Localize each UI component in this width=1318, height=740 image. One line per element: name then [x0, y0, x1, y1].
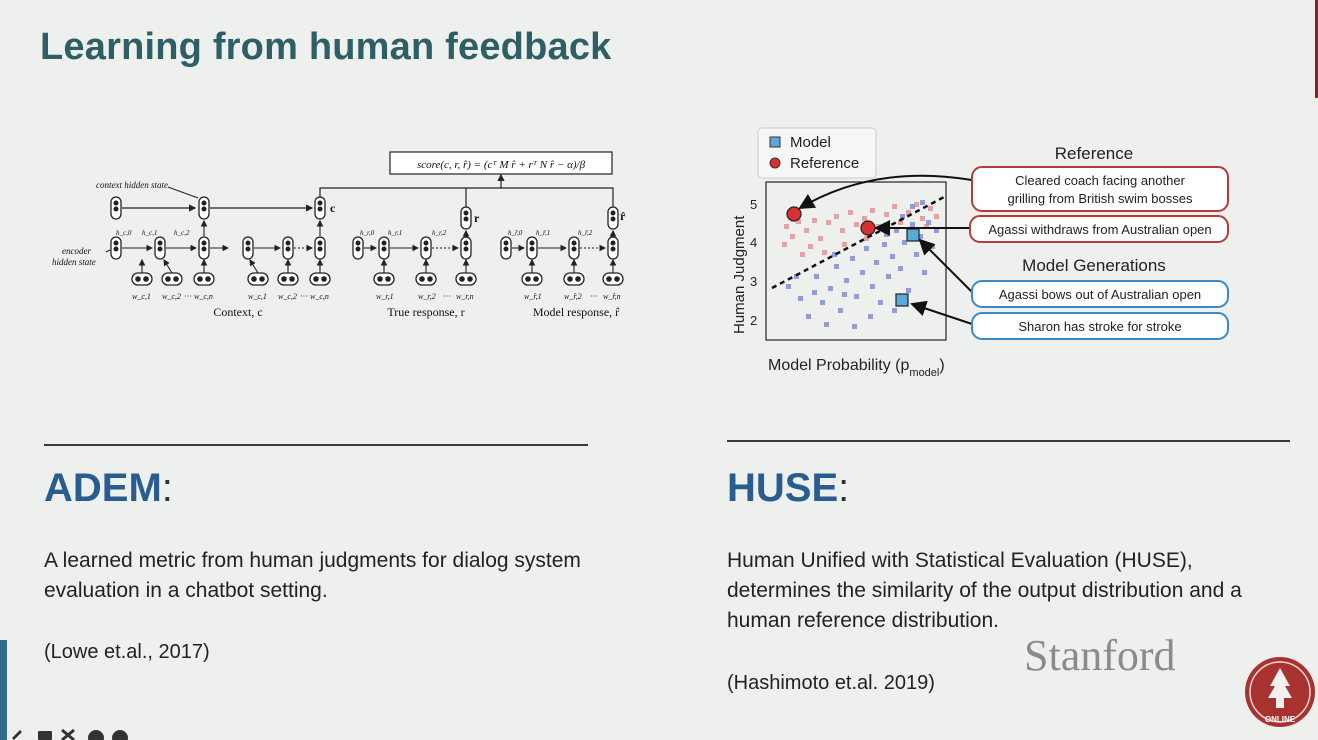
- reference-box-1: [971, 166, 1229, 212]
- score-formula: score(c, r, r̂) = (cᵀ M r̂ + rᵀ N r̂ − α…: [417, 159, 586, 171]
- true-dots: ···: [443, 292, 451, 301]
- more-icon: [88, 730, 104, 740]
- y-tick-4: 4: [750, 235, 757, 250]
- expand-icon: [61, 728, 75, 740]
- huse-description: Human Unified with Statistical Evaluatio…: [727, 549, 1242, 632]
- model-highlight-1: [906, 228, 920, 242]
- model-box-1: [971, 280, 1229, 308]
- reference-box-2: [969, 215, 1229, 243]
- y-tick-3: 3: [750, 274, 757, 289]
- context-wn-label: w_c,n: [194, 292, 213, 301]
- context-h1-label: h_c,1: [142, 229, 157, 237]
- true-h2-label: h_r,2: [432, 229, 447, 237]
- legend-model-label: Model: [790, 134, 831, 151]
- rhat-vector-label: r̂: [620, 209, 626, 223]
- context-caption: Context, c: [213, 305, 262, 319]
- model-h1-label: h_r̂,1: [536, 229, 550, 237]
- model-w2-label: w_r̂,2: [564, 292, 582, 301]
- right-edge-bar: [1315, 0, 1318, 98]
- y-tick-5: 5: [750, 197, 757, 212]
- model-response-caption: Model response, r̂: [533, 305, 620, 319]
- model-box-2: [971, 312, 1229, 340]
- caption-icon: [38, 731, 52, 740]
- adem-divider: [44, 444, 588, 446]
- true-h1-label: h_r,1: [388, 229, 402, 237]
- context-hidden-cell-mid: [198, 196, 210, 220]
- true-w1-label: w_r,1: [376, 292, 394, 301]
- huse-figure: Model Reference Human Judgment Model Pro…: [731, 127, 1229, 379]
- reference-box-2-text: Agassi withdraws from Australian open: [988, 222, 1211, 237]
- adem-citation: (Lowe et.al., 2017): [44, 641, 210, 663]
- adem-heading: ADEM:: [44, 466, 173, 510]
- context-w2-label-2: w_c,2: [278, 292, 297, 301]
- model-wn-label: w_r̂,n: [603, 292, 621, 301]
- model-box-2-text: Sharon has stroke for stroke: [1018, 319, 1181, 334]
- settings-icon: [112, 730, 128, 740]
- reference-header: Reference: [1055, 144, 1133, 163]
- encoder-label-line2: hidden state: [52, 257, 96, 267]
- true-response-caption: True response, r: [387, 305, 464, 319]
- context-w1-label: w_c,1: [132, 292, 151, 301]
- reference-box-1-line2: grilling from British swim bosses: [1008, 191, 1193, 206]
- context-h0-label: h_c,0: [116, 229, 132, 237]
- reference-box-1-line1: Cleared coach facing another: [1015, 173, 1186, 188]
- context-w1-label-2: w_c,1: [248, 292, 267, 301]
- diagonal-threshold-line: [771, 194, 947, 290]
- stanford-wordmark: Stanford: [1024, 631, 1176, 680]
- c-vector-label: c: [330, 201, 336, 215]
- seal-text: ONLINE: [1265, 715, 1296, 724]
- video-toolbar: [12, 728, 128, 740]
- model-h2-label: h_r̂,2: [578, 229, 593, 237]
- y-axis-label: Human Judgment: [731, 215, 748, 334]
- huse-legend: Model Reference: [757, 127, 877, 179]
- model-generations-header: Model Generations: [1022, 256, 1166, 275]
- reference-highlight-1: [786, 206, 802, 222]
- context-hidden-cell-left: [110, 196, 122, 220]
- context-h2-label: h_c,2: [174, 229, 190, 237]
- adem-description: A learned metric from human judgments fo…: [44, 549, 581, 602]
- context-dots-2: ···: [300, 292, 308, 301]
- stanford-online-seal: ONLINE: [1245, 657, 1315, 727]
- true-wn-label: w_r,n: [456, 292, 474, 301]
- model-box-1-text: Agassi bows out of Australian open: [999, 287, 1201, 302]
- model-w1-label: w_r̂,1: [524, 292, 542, 301]
- model-highlight-2: [895, 293, 909, 307]
- context-wn-label-2: w_c,n: [310, 292, 329, 301]
- huse-divider: [727, 440, 1290, 442]
- adem-architecture-diagram: score(c, r, r̂) = (cᵀ M r̂ + rᵀ N r̂ − α…: [52, 151, 626, 319]
- huse-heading: HUSE:: [727, 466, 850, 510]
- context-hidden-cell-right: [314, 196, 326, 220]
- true-w2-label: w_r,2: [418, 292, 436, 301]
- encoder-label-line1: encoder: [62, 246, 91, 256]
- reference-highlight-2: [860, 220, 876, 236]
- model-h0-label: h_r̂,0: [508, 229, 523, 237]
- y-tick-2: 2: [750, 313, 757, 328]
- context-dots-1: ···: [184, 292, 192, 301]
- rhat-vector-cell: [607, 206, 619, 230]
- tree-icon: [1268, 668, 1292, 708]
- pencil-icon: [12, 730, 22, 740]
- r-vector-label: r: [474, 211, 480, 225]
- plot-frame: [765, 181, 947, 341]
- context-hidden-state-label: context hidden state: [96, 180, 168, 190]
- r-vector-cell: [460, 206, 472, 230]
- slide-title: Learning from human feedback: [40, 26, 612, 68]
- huse-citation: (Hashimoto et.al. 2019): [727, 672, 935, 694]
- legend-reference-label: Reference: [790, 155, 859, 172]
- left-edge-bar: [0, 640, 7, 740]
- model-dots: ···: [590, 292, 598, 301]
- context-w2-label: w_c,2: [162, 292, 181, 301]
- x-axis-label: Model Probability (pmodel): [768, 357, 945, 379]
- true-h0-label: h_r,0: [360, 229, 375, 237]
